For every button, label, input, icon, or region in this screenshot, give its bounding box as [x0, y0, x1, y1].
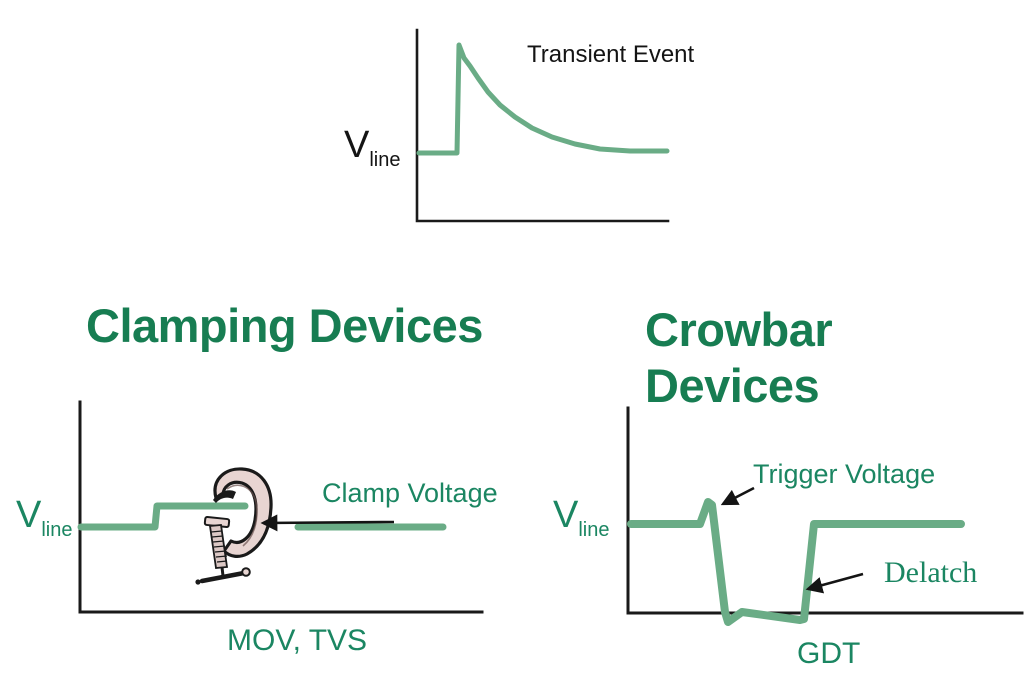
crowbar-vline-label: Vline [553, 496, 610, 540]
mov-tvs-caption: MOV, TVS [227, 624, 368, 657]
clamp-t-handle [199, 570, 247, 584]
clamp-voltage-label: Clamp Voltage [322, 478, 498, 508]
clamp-voltage-arrow-icon [260, 514, 395, 532]
clamp-body [213, 467, 273, 558]
trigger-voltage-label: Trigger Voltage [753, 459, 936, 489]
clamp-handle-dot [195, 579, 201, 585]
c-clamp-illustration [195, 467, 273, 585]
transient-waveform [416, 42, 670, 156]
transient-event-title: Transient Event [527, 41, 695, 68]
crowbar-title-line2: Devices [645, 359, 820, 412]
clamping-devices-title: Clamping Devices [86, 299, 483, 352]
clamp-jaw-hook [213, 490, 236, 503]
clamp-screw-stem [220, 566, 225, 577]
clamp-handle-knob [241, 567, 251, 577]
clamp-screw-threads [210, 530, 228, 563]
vline-sub: line [578, 519, 610, 541]
clamp-shading [226, 484, 258, 547]
clamping-vline-label: Vline [16, 496, 73, 540]
transient-axes [415, 28, 670, 223]
vline-sub: line [369, 149, 401, 171]
gdt-caption: GDT [797, 637, 861, 670]
vline-base: V [16, 494, 42, 536]
crowbar-title-line1: Crowbar [645, 303, 833, 356]
clamping-axes [78, 400, 484, 614]
delatch-arrow-icon [805, 572, 864, 594]
delatch-label: Delatch [884, 556, 978, 589]
crowbar-axes [626, 406, 1024, 615]
vline-sub: line [41, 519, 73, 541]
vline-base: V [344, 124, 370, 166]
clamping-waveform-before [77, 502, 249, 531]
vline-base: V [553, 494, 579, 536]
trigger-voltage-arrow-icon [720, 486, 755, 506]
crowbar-devices-title: Crowbar Devices [645, 302, 833, 414]
transient-vline-label: Vline [344, 126, 401, 170]
